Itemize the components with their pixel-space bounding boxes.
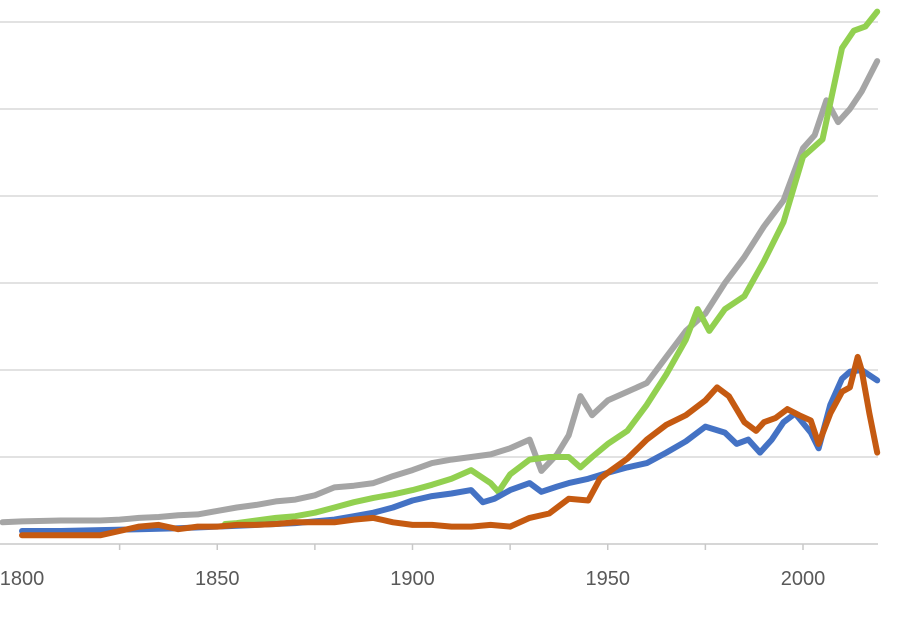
- series-line-1: [0, 58, 881, 526]
- x-tick-label-2000: 2000: [781, 568, 826, 590]
- series-line-2: [222, 8, 881, 527]
- x-tick-label-1900: 1900: [390, 568, 435, 590]
- plot-area: [0, 8, 881, 539]
- series-line-4: [19, 353, 881, 539]
- series-line-3: [19, 367, 881, 534]
- x-tick-label-1850: 1850: [195, 568, 240, 590]
- x-tick-label-1950: 1950: [586, 568, 631, 590]
- x-tick-label-1800: 1800: [0, 568, 44, 590]
- gridlines: [0, 21, 878, 458]
- x-tick-labels: 1800 1850 1900 1950 2000: [0, 568, 825, 590]
- x-axis: [0, 543, 878, 550]
